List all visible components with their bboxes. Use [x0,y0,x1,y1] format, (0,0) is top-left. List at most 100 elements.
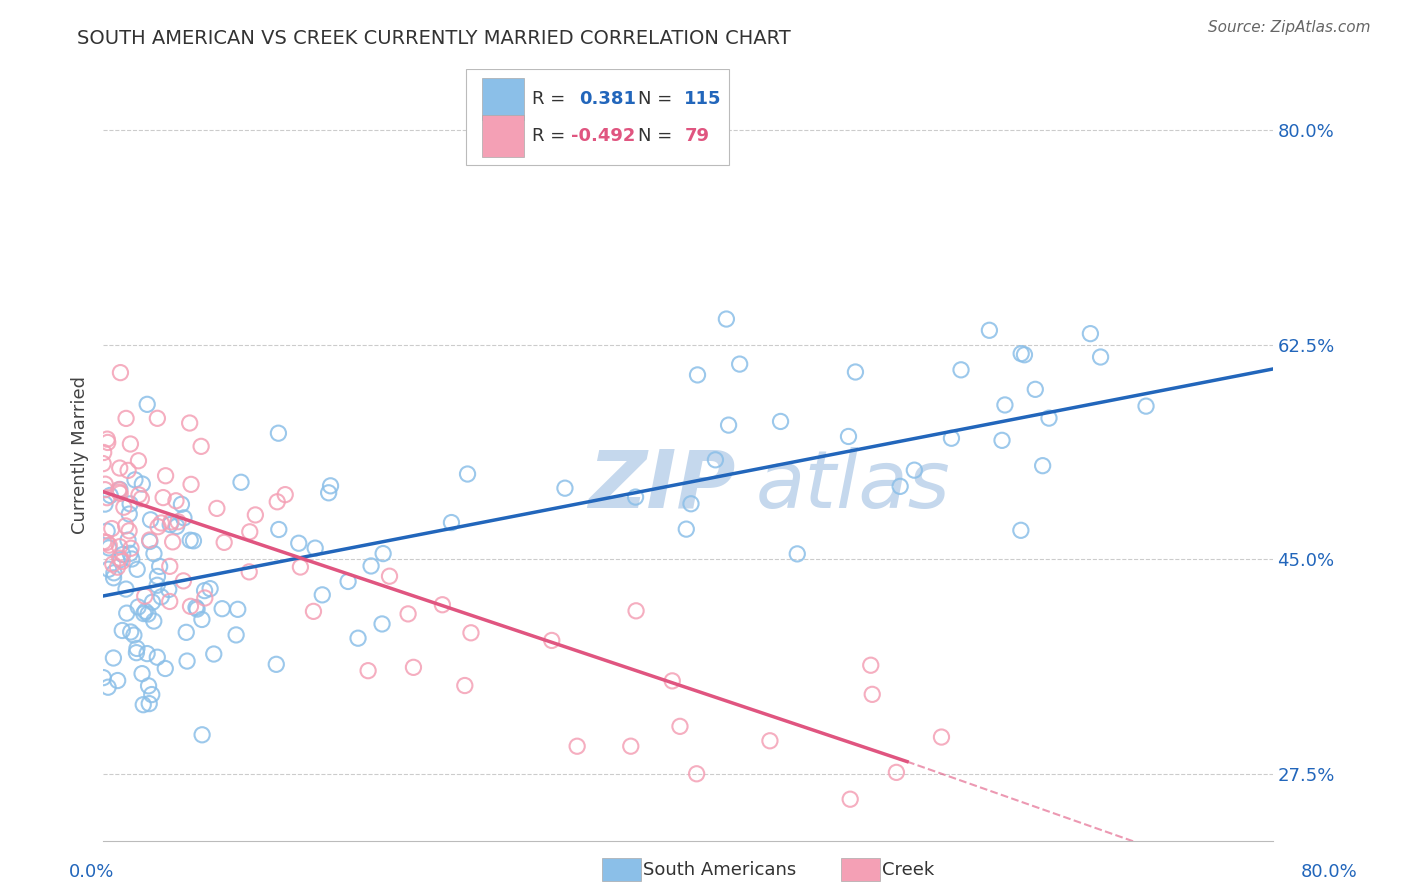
Point [274,488,297,502]
Point [127,562,149,576]
Point [186,602,208,616]
Point [97,562,120,576]
Point [245,508,267,522]
Point [155,661,177,675]
Point [97,680,120,694]
Point [950,363,973,377]
Text: 0.381: 0.381 [579,90,636,108]
Point [267,426,290,441]
Point [211,601,233,615]
Point [134,589,156,603]
Point [141,688,163,702]
Point [994,398,1017,412]
Point [120,497,142,511]
Point [117,463,139,477]
Point [371,616,394,631]
Point [108,551,131,566]
Text: N =: N = [637,127,678,145]
Point [132,607,155,621]
Point [190,439,212,453]
Point [166,519,188,533]
Point [179,533,201,548]
Point [122,628,145,642]
Point [172,574,194,588]
Point [1032,458,1054,473]
Point [91,671,114,685]
Point [108,540,131,554]
Point [179,416,201,430]
Text: -0.492: -0.492 [571,127,636,145]
Point [165,493,187,508]
Point [157,582,180,597]
Point [107,673,129,688]
Point [565,739,588,754]
Point [150,516,173,530]
Point [136,607,159,621]
Point [226,602,249,616]
Point [717,418,740,433]
Point [991,434,1014,448]
Text: R =: R = [533,127,571,145]
Point [167,515,190,529]
Point [97,435,120,450]
Point [117,533,139,548]
Point [98,488,121,502]
Point [844,365,866,379]
Point [225,628,247,642]
Point [139,534,162,549]
Point [205,501,228,516]
Point [239,524,262,539]
Point [266,495,288,509]
Point [146,411,169,425]
Point [96,524,118,538]
Point [103,566,125,580]
Point [686,368,709,382]
Point [979,323,1001,337]
Point [319,479,342,493]
Point [159,559,181,574]
Point [1014,348,1036,362]
Point [311,588,333,602]
Point [675,522,697,536]
Point [886,765,908,780]
FancyBboxPatch shape [482,115,524,157]
Point [96,432,118,446]
Point [337,574,360,589]
Point [98,538,121,552]
Text: South Americans: South Americans [643,861,796,879]
Point [620,739,643,754]
Point [191,612,214,626]
Point [159,517,181,532]
Point [180,477,202,491]
Point [131,477,153,491]
Point [173,511,195,525]
FancyBboxPatch shape [465,69,728,165]
Point [146,650,169,665]
Point [136,397,159,411]
Point [176,654,198,668]
Point [837,429,859,443]
Point [127,454,149,468]
Point [191,728,214,742]
Point [1135,399,1157,413]
Point [146,569,169,583]
Point [103,651,125,665]
Point [141,595,163,609]
Point [457,467,479,481]
Point [115,606,138,620]
Point [103,571,125,585]
Point [139,513,162,527]
Point [1080,326,1102,341]
Point [212,535,235,549]
Point [146,519,169,533]
Point [889,479,911,493]
Point [179,599,201,614]
Text: 115: 115 [685,90,721,108]
Point [101,557,124,571]
Point [347,631,370,645]
Point [302,604,325,618]
Text: ZIP: ZIP [589,447,735,524]
Point [624,490,647,504]
Point [115,411,138,425]
Point [120,546,142,560]
